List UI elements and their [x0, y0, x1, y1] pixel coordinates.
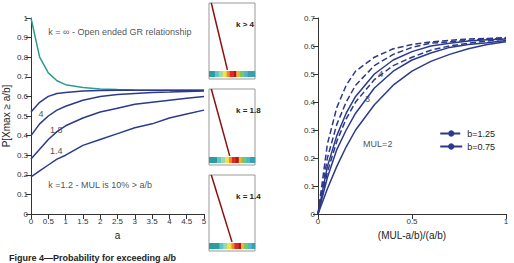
svg-text:1: 1 — [63, 217, 68, 226]
svg-text:0.2: 0.2 — [304, 154, 316, 163]
svg-text:5: 5 — [202, 217, 207, 226]
svg-text:3: 3 — [133, 217, 138, 226]
svg-text:0: 0 — [29, 217, 34, 226]
svg-text:P[Xmax ≥ a/b]: P[Xmax ≥ a/b] — [1, 84, 12, 147]
svg-text:MUL=2: MUL=2 — [363, 139, 392, 149]
svg-text:k = 1.4: k = 1.4 — [236, 192, 261, 201]
svg-text:k =1.2 - MUL is 10% > a/b: k =1.2 - MUL is 10% > a/b — [48, 180, 152, 190]
svg-text:(MUL-a/b)/(a/b): (MUL-a/b)/(a/b) — [378, 230, 446, 241]
svg-text:1.4: 1.4 — [50, 146, 63, 156]
svg-text:0.5: 0.5 — [406, 217, 418, 226]
svg-text:0.3: 0.3 — [304, 126, 316, 135]
svg-text:b=1.25: b=1.25 — [467, 129, 495, 139]
svg-text:k = 1.8: k = 1.8 — [236, 106, 261, 115]
svg-text:4: 4 — [378, 69, 384, 79]
svg-text:0.4: 0.4 — [304, 98, 316, 107]
svg-text:0.1: 0.1 — [17, 190, 29, 199]
svg-text:0: 0 — [310, 209, 315, 219]
svg-text:0.9: 0.9 — [17, 33, 29, 42]
svg-text:1.5: 1.5 — [77, 217, 89, 226]
svg-text:0.5: 0.5 — [304, 70, 316, 79]
svg-text:b=0.75: b=0.75 — [467, 142, 495, 152]
svg-text:0.5: 0.5 — [17, 112, 29, 121]
svg-text:2: 2 — [98, 217, 103, 226]
svg-text:3.5: 3.5 — [147, 217, 159, 226]
svg-text:0.3: 0.3 — [17, 151, 29, 160]
svg-text:1.8: 1.8 — [50, 124, 63, 135]
svg-text:k = ∞ - Open ended GR relation: k = ∞ - Open ended GR relationship — [48, 27, 191, 37]
svg-text:a: a — [115, 230, 121, 241]
svg-text:3: 3 — [365, 94, 370, 105]
svg-text:k > 4: k > 4 — [236, 20, 255, 29]
svg-text:4: 4 — [167, 217, 172, 226]
svg-text:0.6: 0.6 — [17, 92, 29, 101]
svg-text:0.7: 0.7 — [304, 14, 316, 23]
svg-text:Figure 4—Probability for excee: Figure 4—Probability for exceeding a/b — [9, 253, 177, 263]
svg-text:0.7: 0.7 — [17, 72, 29, 81]
svg-text:4.5: 4.5 — [181, 217, 193, 226]
svg-text:0: 0 — [316, 217, 321, 226]
svg-text:1: 1 — [24, 14, 29, 23]
svg-text:0.4: 0.4 — [17, 131, 29, 140]
svg-text:0.8: 0.8 — [17, 53, 29, 62]
svg-text:0: 0 — [23, 209, 28, 219]
svg-text:0.1: 0.1 — [304, 182, 316, 191]
svg-text:0.2: 0.2 — [17, 170, 29, 179]
svg-text:0.5: 0.5 — [43, 217, 55, 226]
svg-text:1: 1 — [504, 217, 509, 226]
svg-text:0.6: 0.6 — [304, 42, 316, 51]
svg-text:4: 4 — [39, 109, 44, 119]
svg-text:2.5: 2.5 — [112, 217, 124, 226]
